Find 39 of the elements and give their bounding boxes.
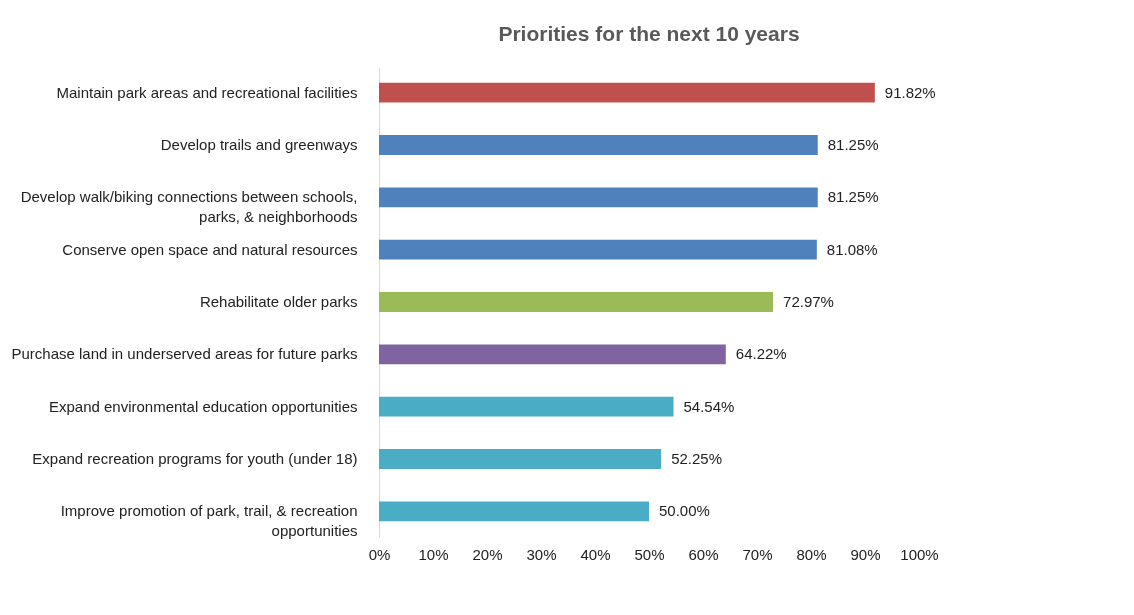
x-tick-label: 70%: [742, 545, 773, 563]
data-label: 64.22%: [735, 345, 787, 363]
y-tick-label: Maintain park areas and recreational facilities: [56, 83, 358, 101]
x-tick-label: 10%: [418, 545, 449, 563]
data-label: 54.54%: [683, 397, 735, 415]
data-label: 81.25%: [827, 135, 879, 153]
data-label: 81.25%: [827, 188, 879, 206]
y-tick-label: Rehabilitate older parks: [199, 293, 358, 310]
y-tick-label: Expand environmental education opportunities: [48, 397, 358, 415]
chart-title: Priorities for the next 10 years: [498, 22, 800, 45]
bar: [379, 501, 649, 522]
y-tick-label: Conserve open space and natural resources: [62, 240, 358, 258]
y-tick-label: Improve promotion of park, trail, & recreation opportunities: [60, 502, 358, 540]
y-tick-label: Expand recreation programs for youth (under 18): [32, 450, 358, 468]
x-tick-label: 100%: [900, 545, 939, 563]
bar: [379, 396, 674, 417]
bar: [379, 82, 875, 103]
x-tick-label: 40%: [580, 545, 611, 563]
bar: [379, 187, 818, 208]
data-label: 91.82%: [884, 83, 936, 101]
bar: [379, 292, 774, 312]
bar: [379, 344, 726, 365]
x-tick-label: 20%: [472, 545, 503, 563]
data-label: 81.08%: [826, 240, 878, 258]
data-label: 72.97%: [783, 293, 834, 310]
y-tick-label: Purchase land in underserved areas for future parks: [11, 345, 358, 363]
data-label: 50.00%: [659, 502, 710, 520]
x-tick-label: 90%: [850, 545, 881, 563]
bar: [379, 449, 662, 469]
x-tick-label: 60%: [688, 545, 719, 563]
bar: [379, 239, 817, 260]
data-label: 52.25%: [671, 450, 723, 468]
x-tick-label: 50%: [634, 545, 665, 563]
x-tick-label: 0%: [368, 545, 391, 563]
y-tick-label: Develop walk/biking connections between schools, parks, & neighborhoods: [20, 188, 358, 226]
x-tick-label: 80%: [796, 545, 827, 563]
y-tick-label: Develop trails and greenways: [160, 135, 358, 153]
x-tick-label: 30%: [526, 545, 557, 563]
bar: [379, 135, 818, 155]
